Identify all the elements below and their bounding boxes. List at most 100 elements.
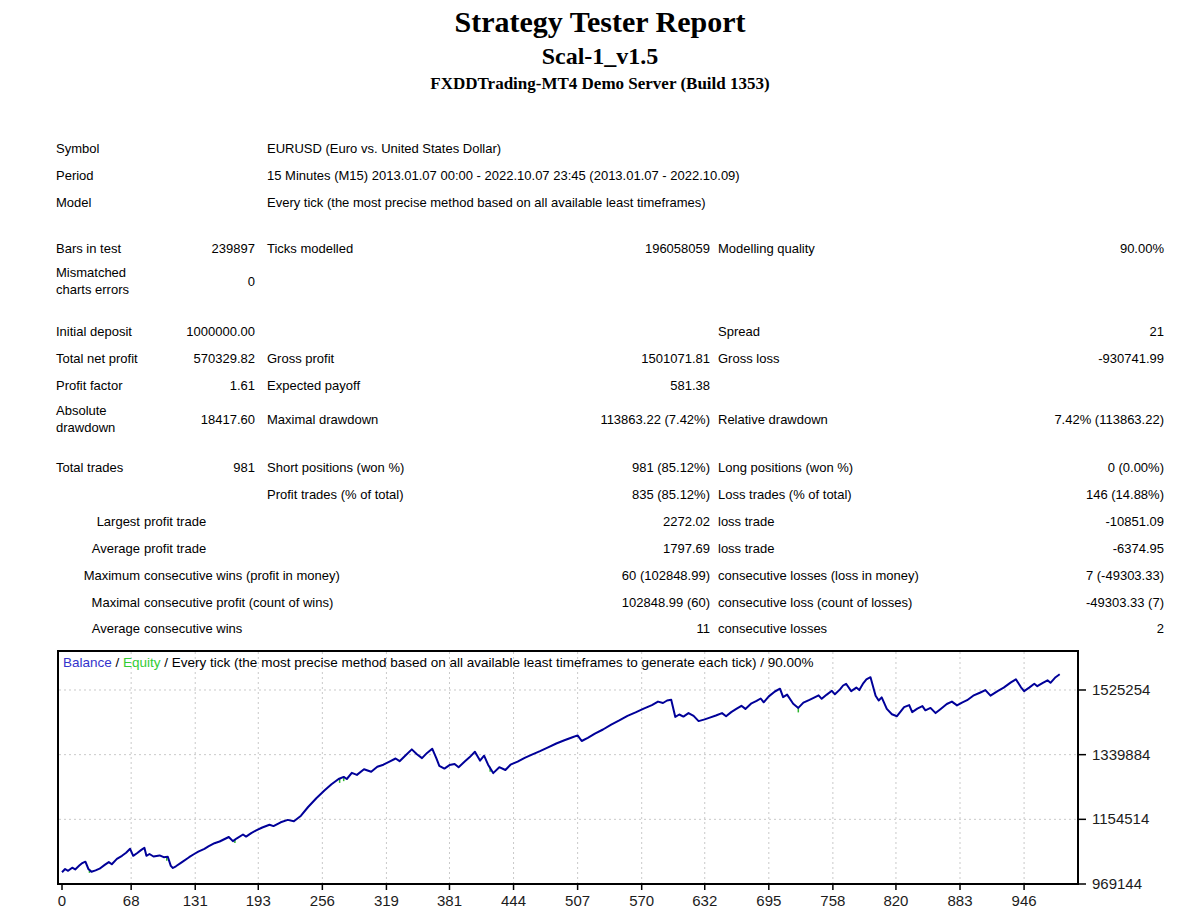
y-tick-label: 1525254 [1092,681,1150,698]
chart-legend: Balance / Equity / Every tick (the most … [60,652,1078,674]
report-row: Averageconsecutive wins11consecutive los… [0,618,1200,639]
report-row: Largestprofit trade 2272.02 loss trade -108… [0,511,1200,532]
report-cell: Model [56,192,91,213]
report-cell: 102848.99 (60) [420,592,710,613]
report-cell: 7 (-49303.33) [964,565,1164,586]
report-cell: 570329.82 [100,348,255,369]
report-cell: 18417.60 [100,399,255,439]
report-cell: 7.42% (113863.22) [964,399,1164,439]
report-cell: Largest [56,511,140,532]
report-cell: consecutive wins [144,618,242,639]
report-cell: Maximal [56,592,140,613]
report-cell: 1000000.00 [100,321,255,342]
y-tick-label: 1339884 [1092,746,1150,763]
model-legend-text: Every tick (the most precise method base… [172,655,814,670]
report-cell: Short positions (won %) [267,457,404,478]
report-row: Total trades981Short positions (won %)98… [0,457,1200,478]
report-cell: 90.00% [964,238,1164,259]
report-cell: consecutive profit (count of wins) [144,592,333,613]
report-cell: consecutive losses [718,618,827,639]
balance-legend-label: Balance [63,655,112,670]
report-cell: 11 [420,618,710,639]
report-cell: -930741.99 [964,348,1164,369]
report-cell: 15 Minutes (M15) 2013.01.07 00:00 - 2022… [267,165,740,186]
report-cell: Long positions (won %) [718,457,853,478]
report-row: Bars in test239897Ticks modelled19605805… [0,238,1200,259]
report-row: Profit factor1.61Expected payoff581.38 [0,375,1200,396]
report-row: Maximumconsecutive wins (profit in money… [0,565,1200,586]
report-cell: Spread [718,321,760,342]
report-cell: 239897 [100,238,255,259]
x-tick-label: 820 [883,892,908,909]
report-cell: loss trade [718,511,774,532]
strategy-tester-report-page: { "header": { "title": "Strategy Tester … [0,0,1200,923]
results-table: Symbol EURUSD (Euro vs. United States Dol… [0,0,1200,645]
report-cell: 60 (102848.99) [420,565,710,586]
report-cell: consecutive loss (count of losses) [718,592,912,613]
report-row: Model Every tick (the most precise method… [0,192,1200,213]
report-cell: profit trade [144,511,206,532]
report-row: Profit trades (% of total) 835 (85.12%) Lo… [0,484,1200,505]
report-cell: -10851.09 [964,511,1164,532]
report-row: Maximalconsecutive profit (count of wins… [0,592,1200,613]
x-tick-label: 507 [565,892,590,909]
report-row: Mismatched charts errors0 [0,261,1200,301]
x-tick-label: 319 [374,892,399,909]
report-cell: profit trade [144,538,206,559]
report-cell: 0 [100,261,255,301]
report-cell: 1501071.81 [420,348,710,369]
report-row: Absolute drawdown18417.60Maximal drawdow… [0,399,1200,439]
report-cell: Expected payoff [267,375,360,396]
report-cell: -6374.95 [964,538,1164,559]
report-cell: 981 (85.12%) [420,457,710,478]
x-tick-label: 758 [820,892,845,909]
report-cell: Relative drawdown [718,399,828,439]
report-cell: consecutive wins (profit in money) [144,565,340,586]
x-tick-label: 570 [629,892,654,909]
balance-curve [62,674,1060,872]
report-cell: 1797.69 [420,538,710,559]
report-cell: Profit trades (% of total) [267,484,404,505]
report-cell: Loss trades (% of total) [718,484,852,505]
x-tick-label: 0 [58,892,66,909]
report-cell: 581.38 [420,375,710,396]
report-cell: 0 (0.00%) [964,457,1164,478]
report-cell: Gross profit [267,348,334,369]
legend-separator: / [161,655,172,670]
report-row: Averageprofit trade1797.69loss trade-637… [0,538,1200,559]
equity-legend-label: Equity [123,655,161,670]
y-tick-label: 1154514 [1092,810,1149,827]
balance-chart-svg: 9691441154514133988415252540681311932563… [0,645,1200,923]
report-cell: Maximum [56,565,140,586]
y-tick-label: 969144 [1092,875,1142,892]
report-cell: 835 (85.12%) [420,484,710,505]
report-cell: 981 [100,457,255,478]
report-cell: 1.61 [100,375,255,396]
report-cell: Maximal drawdown [267,399,378,439]
report-cell: loss trade [718,538,774,559]
chart-frame [58,651,1078,884]
report-cell: Every tick (the most precise method base… [267,192,706,213]
report-cell: 196058059 [420,238,710,259]
report-row: Total net profit570329.82Gross profit150… [0,348,1200,369]
report-row: Initial deposit1000000.00Spread21 [0,321,1200,342]
legend-separator: / [112,655,123,670]
x-tick-label: 68 [123,892,140,909]
x-tick-label: 946 [1012,892,1037,909]
report-cell: 2272.02 [420,511,710,532]
x-tick-label: 193 [246,892,271,909]
report-cell: Symbol [56,138,99,159]
report-cell: Gross loss [718,348,779,369]
report-cell: Period [56,165,94,186]
report-cell: 113863.22 (7.42%) [420,399,710,439]
report-row: Symbol EURUSD (Euro vs. United States Dol… [0,138,1200,159]
x-tick-label: 695 [756,892,781,909]
report-cell: 21 [964,321,1164,342]
report-cell: consecutive losses (loss in money) [718,565,919,586]
report-cell: EURUSD (Euro vs. United States Dollar) [267,138,501,159]
x-tick-label: 444 [501,892,526,909]
x-tick-label: 256 [310,892,335,909]
report-row: Period 15 Minutes (M15) 2013.01.07 00:00 … [0,165,1200,186]
report-cell: 2 [964,618,1164,639]
x-tick-label: 632 [692,892,717,909]
